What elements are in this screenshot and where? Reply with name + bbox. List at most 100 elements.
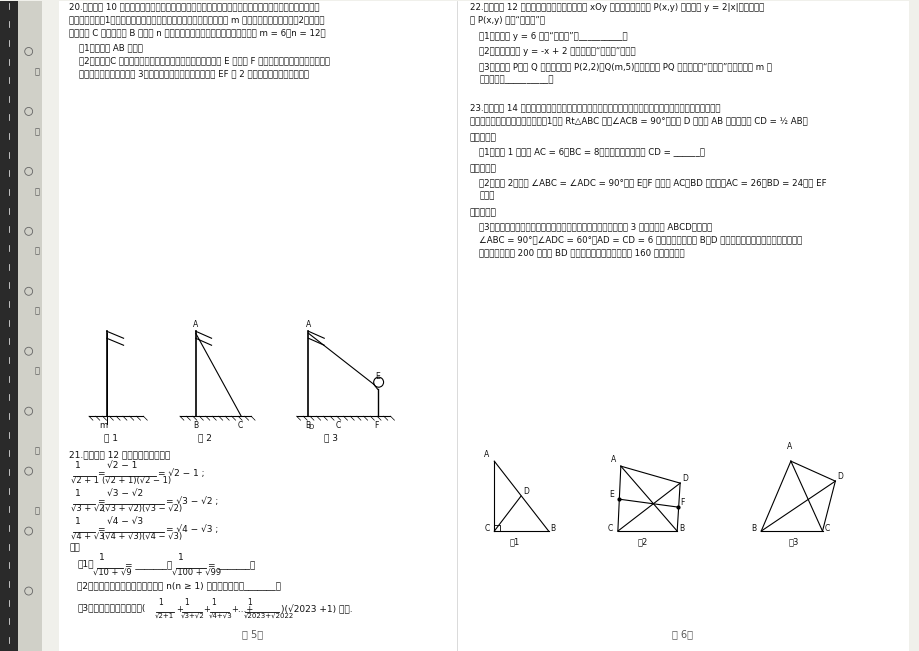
Text: 要: 要 xyxy=(35,367,40,376)
Text: B: B xyxy=(678,524,684,533)
Text: C: C xyxy=(823,524,829,533)
Text: 订: 订 xyxy=(35,127,40,136)
Text: = _______，: = _______， xyxy=(124,561,172,570)
Text: 图3: 图3 xyxy=(788,537,799,546)
Text: A: A xyxy=(305,320,311,329)
Text: 活学活用：: 活学活用： xyxy=(469,165,496,173)
Text: C: C xyxy=(237,421,243,430)
Text: 问题解决：: 问题解决： xyxy=(469,208,496,217)
Text: 1: 1 xyxy=(75,489,81,498)
Text: +: + xyxy=(203,605,210,614)
Text: 的中线等于斜边的一半。即，如图1：在 Rt△ABC 中，∠ACB = 90°，若点 D 是斜边 AB 的中点，则 CD = ½ AB。: 的中线等于斜边的一半。即，如图1：在 Rt△ABC 中，∠ACB = 90°，若… xyxy=(469,117,807,126)
Text: √2 − 1: √2 − 1 xyxy=(107,461,137,470)
Text: （2）从计算结果中找出规律，用含 n(n ≥ 1) 的代数式表示：_______。: （2）从计算结果中找出规律，用含 n(n ≥ 1) 的代数式表示：_______… xyxy=(77,581,281,590)
Text: 图 3: 图 3 xyxy=(323,433,338,442)
Text: 1: 1 xyxy=(75,517,81,526)
Text: （2）小迪在C 处，用手拉住绳子的末端，伸直手臂（拉绳处 E 与脚底 F 的连线与地面垂直），后退至将: （2）小迪在C 处，用手拉住绳子的末端，伸直手臂（拉绳处 E 与脚底 F 的连线… xyxy=(79,57,330,66)
Text: 第 6页: 第 6页 xyxy=(671,629,692,639)
Text: B: B xyxy=(193,421,198,430)
Text: （3）为了提高全民健身环境，公园管理部门想要建一个形状如图 3 中的四边形 ABCD，其中，: （3）为了提高全民健身环境，公园管理部门想要建一个形状如图 3 中的四边形 AB… xyxy=(479,223,712,231)
Text: 牛刀小试：: 牛刀小试： xyxy=(469,133,496,143)
Text: = √3 − √2 ;: = √3 − √2 ; xyxy=(166,497,218,506)
Text: 20.（本小题 10 分）如图，数学兴趣小组要测量旗杆的高度，同学们发现系在旗杆顶端的绳子垂到地面并: 20.（本小题 10 分）如图，数学兴趣小组要测量旗杆的高度，同学们发现系在旗杆… xyxy=(69,3,320,12)
Text: √4+√3: √4+√3 xyxy=(209,614,233,620)
Text: √3 − √2: √3 − √2 xyxy=(107,489,142,498)
Text: A: A xyxy=(193,320,198,329)
Text: 1: 1 xyxy=(184,598,188,607)
Text: 绳子末端 C 到旗杆底部 B 的距离 n 米，利用所学知识就能求出旗杆的长。若 m = 6，n = 12。: 绳子末端 C 到旗杆底部 B 的距离 n 米，利用所学知识就能求出旗杆的长。若 … xyxy=(69,29,325,38)
Text: √10 + √9: √10 + √9 xyxy=(93,568,131,577)
Text: +: + xyxy=(176,605,183,614)
Text: F: F xyxy=(679,498,684,507)
Text: （1）: （1） xyxy=(77,559,94,568)
Text: B: B xyxy=(305,421,311,430)
Text: (√4 + √3)(√4 − √3): (√4 + √3)(√4 − √3) xyxy=(102,532,182,541)
Text: 21.（本小题 12 分）观察下列计算：: 21.（本小题 12 分）观察下列计算： xyxy=(69,450,170,459)
Text: =: = xyxy=(96,469,104,478)
Text: (√3 + √2)(√3 − √2): (√3 + √2)(√3 − √2) xyxy=(102,504,182,513)
Text: (√2 + 1)(√2 − 1): (√2 + 1)(√2 − 1) xyxy=(102,476,171,485)
Text: C: C xyxy=(484,524,489,533)
Text: 1: 1 xyxy=(247,598,252,607)
Bar xyxy=(17,1,41,651)
Text: = √2 − 1 ;: = √2 − 1 ; xyxy=(158,469,204,478)
Text: = _______；: = _______； xyxy=(208,561,255,570)
Text: E: E xyxy=(375,372,380,381)
Text: ∠ABC = 90°，∠ADC = 60°，AD = CD = 6 千米，要在公园的 B、D 之间铺设一条笔直的整树跑道，若跑: ∠ABC = 90°，∠ADC = 60°，AD = CD = 6 千米，要在公… xyxy=(479,235,802,244)
Text: E: E xyxy=(608,490,613,499)
Text: 1: 1 xyxy=(158,598,163,607)
Text: （2）求一次函数 y = -x + 2 的图象上的“和谐点”坐标；: （2）求一次函数 y = -x + 2 的图象上的“和谐点”坐标； xyxy=(479,48,635,57)
Text: √4 + √3: √4 + √3 xyxy=(71,532,105,541)
Text: 则：: 则： xyxy=(69,543,80,552)
Text: （1）在图 1 中，若 AC = 6，BC = 8，其他条件不变，则 CD = ______；: （1）在图 1 中，若 AC = 6，BC = 8，其他条件不变，则 CD = … xyxy=(479,147,705,156)
Text: D: D xyxy=(836,472,843,481)
Text: A: A xyxy=(484,450,489,459)
Text: m: m xyxy=(98,421,107,430)
Text: )(√2023 +1) 的値.: )(√2023 +1) 的値. xyxy=(280,605,352,614)
Text: （1）求旗杆 AB 的长。: （1）求旗杆 AB 的长。 xyxy=(79,44,142,53)
Text: 图1: 图1 xyxy=(508,537,519,546)
Text: D: D xyxy=(681,474,687,483)
Text: B: B xyxy=(550,524,555,533)
Text: +…+: +…+ xyxy=(231,605,254,614)
Text: 多出一段（如图1），聪明的小迪发现：先测出绳子多出的部分长度为 m 米，再将绳子拉直（如图2），测出: 多出一段（如图1），聪明的小迪发现：先测出绳子多出的部分长度为 m 米，再将绳子… xyxy=(69,16,324,25)
Text: √3+√2: √3+√2 xyxy=(181,614,204,620)
Text: √3 + √2: √3 + √2 xyxy=(71,504,105,513)
Text: 答: 答 xyxy=(35,447,40,456)
Text: 绳子刚好拉直为止（如图 3），测得小迪手臂伸直后的高度 EF 为 2 米，问小迪需要后退几米？: 绳子刚好拉直为止（如图 3），测得小迪手臂伸直后的高度 EF 为 2 米，问小迪… xyxy=(79,70,309,79)
Text: （3）利用这一规律计算：(: （3）利用这一规律计算：( xyxy=(77,603,145,612)
Text: √100 + √99: √100 + √99 xyxy=(172,568,221,577)
Text: 内: 内 xyxy=(35,247,40,256)
Text: 不: 不 xyxy=(35,307,40,316)
Text: 装: 装 xyxy=(35,67,40,76)
Text: 1: 1 xyxy=(98,553,105,562)
Text: √4 − √3: √4 − √3 xyxy=(107,517,142,526)
Text: 道铺设成本每米 200 元，当 BD 最大时，请问管理部门预算 160 万元够用吗？: 道铺设成本每米 200 元，当 BD 最大时，请问管理部门预算 160 万元够用… xyxy=(479,248,685,257)
Text: 1: 1 xyxy=(75,461,81,470)
Text: 图2: 图2 xyxy=(637,537,647,546)
Text: （2）如图 2，已知 ∠ABC = ∠ADC = 90°，点 E、F 分别为 AC、BD 的中点，AC = 26，BD = 24，求 EF: （2）如图 2，已知 ∠ABC = ∠ADC = 90°，点 E、F 分别为 A… xyxy=(479,178,826,187)
Text: A: A xyxy=(786,442,791,451)
Text: 取値范围是__________。: 取値范围是__________。 xyxy=(479,76,553,85)
Text: （3）已知点 P，点 Q 的坐标分别为 P(2,2)，Q(m,5)，如果线段 PQ 上始终存在“和谐点”，直接写出 m 的: （3）已知点 P，点 Q 的坐标分别为 P(2,2)，Q(m,5)，如果线段 P… xyxy=(479,62,772,72)
Text: 图 2: 图 2 xyxy=(198,433,211,442)
Text: 23.（本小题 14 分）阅读理解：亲爱的同学们，在以后的学习中我们会学习一个定理：直角三角形斜边上: 23.（本小题 14 分）阅读理解：亲爱的同学们，在以后的学习中我们会学习一个定… xyxy=(469,104,720,113)
Text: F: F xyxy=(374,421,379,430)
Bar xyxy=(0,1,17,651)
Text: B: B xyxy=(751,524,755,533)
Text: = √4 − √3 ;: = √4 − √3 ; xyxy=(166,525,218,534)
Text: 线: 线 xyxy=(35,187,40,196)
Text: √2023+√2022: √2023+√2022 xyxy=(244,614,294,620)
Text: C: C xyxy=(335,421,341,430)
Text: D: D xyxy=(522,487,528,496)
Text: D: D xyxy=(308,424,313,430)
Text: 22.（本小题 12 分）定义：在平面直角坐标系 xOy 中，对于任意一点 P(x,y) 如果满足 y = 2|x|，我们就把: 22.（本小题 12 分）定义：在平面直角坐标系 xOy 中，对于任意一点 P(… xyxy=(469,3,763,12)
Text: 1: 1 xyxy=(211,598,216,607)
Text: =: = xyxy=(96,525,104,534)
Text: =: = xyxy=(96,497,104,506)
Text: （1）在直线 y = 6 上的“和谐点”为__________。: （1）在直线 y = 6 上的“和谐点”为__________。 xyxy=(479,33,628,42)
Text: 的长；: 的长； xyxy=(479,191,494,201)
Text: √2+1: √2+1 xyxy=(155,614,175,620)
Text: A: A xyxy=(610,455,616,464)
Text: 题: 题 xyxy=(35,506,40,516)
